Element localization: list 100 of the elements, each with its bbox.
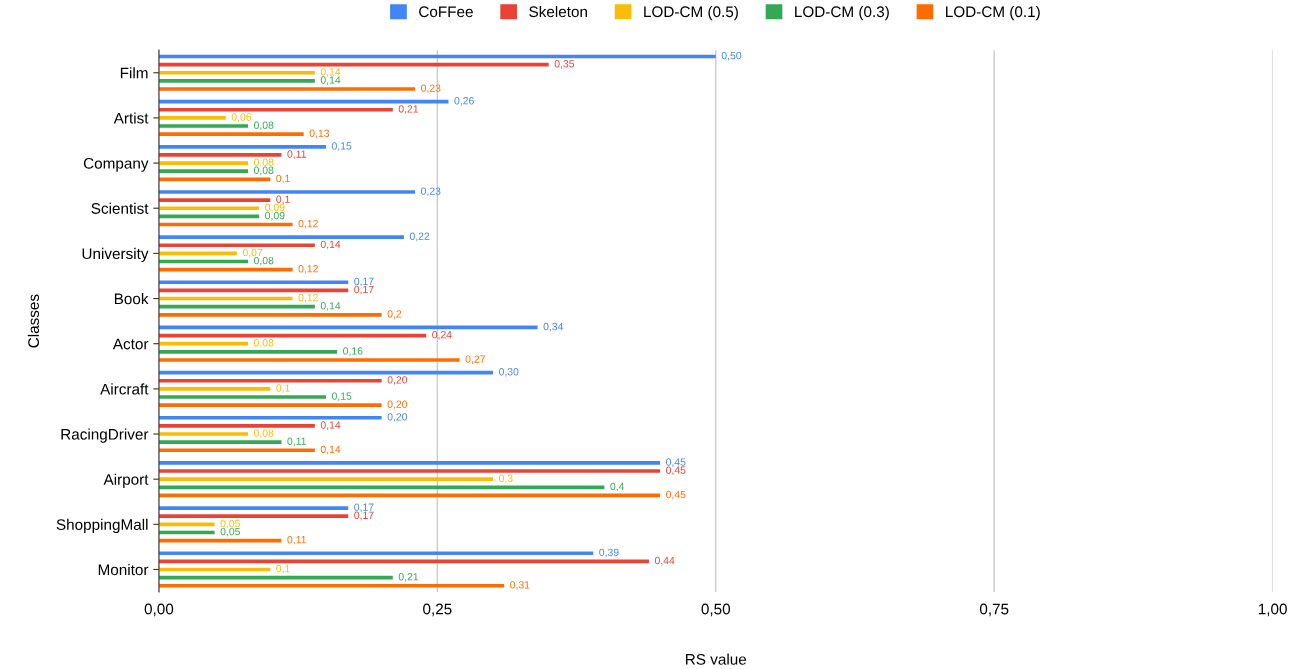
data-label: 0,14 <box>320 76 341 85</box>
data-label: 0,06 <box>231 113 252 122</box>
x-tick-label: 0,50 <box>701 603 731 617</box>
data-label: 0,12 <box>298 293 318 303</box>
data-label: 0,15 <box>331 142 352 151</box>
data-label: 0,27 <box>465 355 485 364</box>
bar <box>158 312 382 317</box>
bar <box>158 448 315 453</box>
data-label: 0,14 <box>320 421 341 430</box>
bar <box>158 161 249 165</box>
y-tick-label: Company <box>83 157 149 172</box>
bar <box>158 358 460 362</box>
data-label: 0,50 <box>721 51 742 61</box>
bar <box>158 190 416 194</box>
bar <box>158 177 271 182</box>
bar <box>158 506 349 510</box>
data-label: 0,20 <box>387 400 408 410</box>
data-label: 0,30 <box>498 368 519 377</box>
y-tick-label: Monitor <box>98 563 149 576</box>
legend-label: LOD-CM (0.3) <box>795 5 889 21</box>
data-label: 0,24 <box>432 330 452 340</box>
data-label: 0,15 <box>331 392 352 402</box>
y-axis-title: Classes <box>27 294 40 348</box>
data-label: 0,45 <box>666 458 686 467</box>
bar <box>158 477 494 481</box>
bar <box>158 432 249 436</box>
data-label: 0,31 <box>510 581 530 590</box>
data-label: 0,11 <box>287 536 306 545</box>
data-label: 0,20 <box>387 413 408 422</box>
y-tick-label: ShoppingMall <box>56 518 148 534</box>
data-label: 0,21 <box>398 573 419 582</box>
y-tick-label: Book <box>114 293 149 305</box>
data-label: 0,13 <box>309 129 330 139</box>
bar <box>158 198 271 202</box>
y-tick-label: RacingDriver <box>61 428 149 443</box>
bar <box>158 387 271 391</box>
data-label: 0,23 <box>421 84 441 94</box>
data-label: 0,1 <box>276 384 290 393</box>
data-label: 0,39 <box>599 548 619 558</box>
data-label: 0,4 <box>610 482 625 492</box>
bar <box>158 469 661 473</box>
bar <box>158 461 661 465</box>
bar <box>158 395 326 399</box>
y-tick-label: Aircraft <box>100 383 149 395</box>
bar <box>158 206 260 211</box>
data-label: 0,12 <box>298 219 318 229</box>
data-label: 0,08 <box>253 429 274 439</box>
data-label: 0,11 <box>287 437 306 447</box>
data-label: 0,1 <box>276 174 290 184</box>
x-tick-label: 0,00 <box>144 603 174 617</box>
bar <box>158 378 382 383</box>
y-tick-label: Actor <box>112 338 149 350</box>
bar <box>158 440 282 444</box>
bar <box>158 107 393 112</box>
y-tick-label: University <box>82 247 149 263</box>
data-label: 0,45 <box>666 466 686 476</box>
x-tick-label: 0,25 <box>423 603 452 617</box>
data-label: 0,08 <box>253 121 274 131</box>
data-label: 0,12 <box>298 265 318 274</box>
y-tick-label: Scientist <box>91 202 149 214</box>
data-label: 0,08 <box>253 158 274 168</box>
data-label: 0,07 <box>242 248 263 258</box>
data-label: 0,09 <box>265 211 285 221</box>
data-label: 0,11 <box>287 150 306 159</box>
data-label: 0,17 <box>354 503 374 513</box>
bar <box>158 70 315 75</box>
bar <box>158 485 605 490</box>
data-label: 0,14 <box>320 68 341 77</box>
bar <box>158 424 315 428</box>
bar <box>158 551 594 556</box>
y-tick-label: Artist <box>113 112 149 124</box>
bar <box>158 116 226 120</box>
data-label: 0,3 <box>498 474 513 484</box>
data-label: 0,05 <box>220 527 240 537</box>
legend-label: Skeleton <box>529 5 587 18</box>
y-tick-label: Film <box>120 67 148 79</box>
data-label: 0,08 <box>253 256 274 266</box>
data-label: 0,22 <box>409 232 430 242</box>
bar <box>158 280 349 285</box>
bar <box>158 79 315 83</box>
data-label: 0,14 <box>320 240 341 250</box>
bar <box>158 341 249 346</box>
data-label: 0,17 <box>354 277 374 287</box>
bar <box>158 350 338 354</box>
data-label: 0,45 <box>666 490 686 500</box>
y-tick-label: Airport <box>103 473 149 488</box>
bar <box>158 132 304 136</box>
data-label: 0,17 <box>354 285 374 295</box>
legend-label: CoFFee <box>419 6 473 18</box>
data-label: 0,34 <box>543 322 564 332</box>
data-label: 0,16 <box>343 347 363 356</box>
data-label: 0,44 <box>654 556 675 566</box>
x-tick-label: 0,75 <box>979 603 1009 617</box>
x-axis-title: RS value <box>686 653 747 665</box>
data-label: 0,08 <box>253 166 274 176</box>
data-label: 0,1 <box>276 195 290 205</box>
data-label: 0,05 <box>220 519 240 529</box>
data-label: 0,08 <box>253 339 274 348</box>
legend-label: LOD-CM (0.1) <box>946 5 1040 21</box>
data-label: 0,14 <box>320 302 341 311</box>
